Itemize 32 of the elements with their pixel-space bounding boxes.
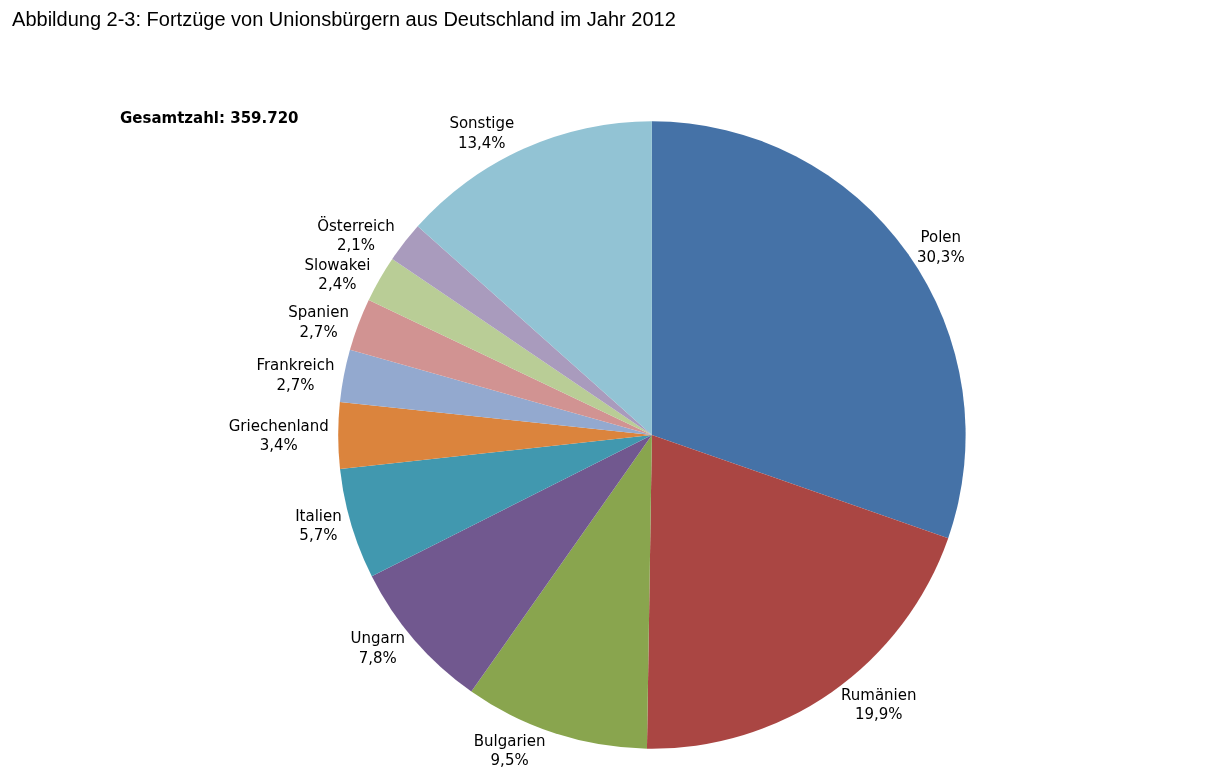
data-label: 3,4%: [259, 436, 298, 455]
slice-label: Slowakei: [304, 255, 371, 274]
data-label: 2,7%: [276, 375, 315, 394]
slice-label: Österreich: [317, 215, 395, 235]
data-label: 9,5%: [490, 751, 529, 770]
data-label: 13,4%: [457, 133, 506, 152]
pie-slice: [392, 226, 652, 436]
data-label: 2,4%: [318, 275, 357, 294]
pie-slice: [368, 258, 652, 436]
pie-slice: [349, 299, 652, 436]
data-label: 19,9%: [854, 705, 903, 724]
slice-label: Bulgarien: [473, 731, 546, 750]
slice-label: Polen: [920, 228, 962, 247]
slice-label: Griechenland: [228, 416, 329, 435]
slice-label: Rumänien: [841, 685, 917, 704]
slice-label: Italien: [295, 506, 342, 525]
data-label: 7,8%: [358, 648, 397, 667]
pie-slice: [651, 121, 966, 539]
data-label: 5,7%: [299, 526, 338, 545]
slice-label: Frankreich: [256, 356, 335, 375]
data-label: 30,3%: [916, 247, 965, 266]
pie-slice: [646, 435, 949, 749]
chart-title: Abbildung 2-3: Fortzüge von Unionsbürgern aus Deutschland im Jahr 2012: [12, 7, 676, 30]
pie-slice: [339, 349, 652, 436]
pie-slice: [340, 435, 652, 577]
data-label: 2,7%: [299, 322, 338, 341]
data-label: 2,1%: [336, 236, 376, 255]
text: Gesamtzahl: 359.720: [120, 109, 299, 127]
slice-label: Spanien: [288, 303, 349, 322]
slice-label: Ungarn: [350, 629, 406, 648]
pie-slice: [471, 435, 652, 749]
slice-label: Sonstige: [449, 114, 515, 133]
